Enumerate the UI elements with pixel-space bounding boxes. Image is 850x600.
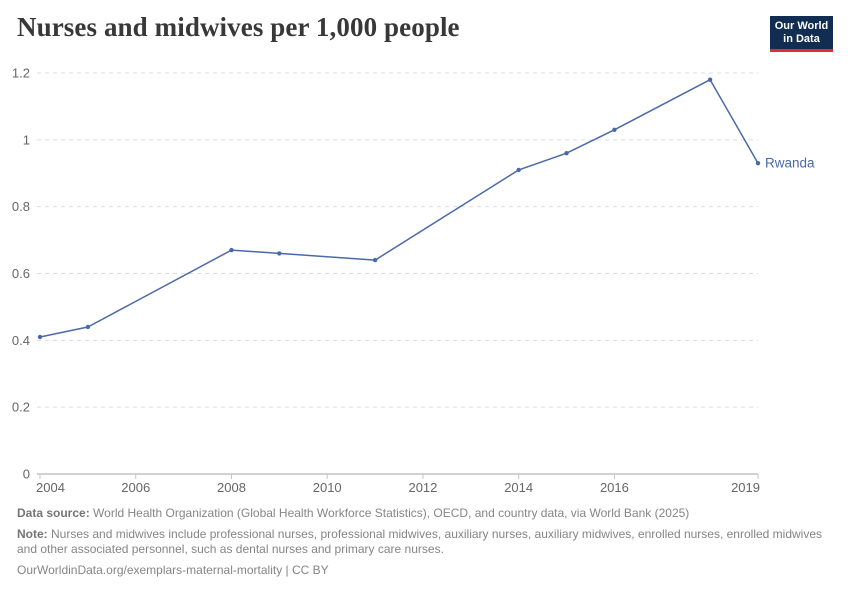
data-point[interactable] xyxy=(37,334,43,340)
y-axis-tick-label: 1.2 xyxy=(12,66,30,81)
origin-url[interactable]: OurWorldinData.org/exemplars-maternal-mo… xyxy=(17,562,329,577)
x-axis-tick-label: 2014 xyxy=(504,480,533,495)
x-axis-tick-label: 2008 xyxy=(217,480,246,495)
note-text: Nurses and midwives include professional… xyxy=(17,526,823,557)
owid-logo-red-bar xyxy=(770,49,833,53)
series-line-rwanda[interactable] xyxy=(39,78,759,338)
note-label: Note: xyxy=(17,526,48,541)
y-axis-tick-label: 0.8 xyxy=(12,199,30,214)
data-source-line: Data source: World Health Organization (… xyxy=(17,506,830,522)
data-point[interactable] xyxy=(229,247,234,253)
x-axis-tick-label: 2010 xyxy=(313,480,342,495)
data-point[interactable] xyxy=(755,161,761,166)
y-axis-tick-label: 1 xyxy=(23,132,30,147)
y-axis-tick-label: 0.4 xyxy=(12,333,30,348)
chart-footer: Data source: World Health Organization (… xyxy=(17,506,830,583)
owid-logo-line2: in Data xyxy=(783,33,820,46)
owid-logo-box: Our World in Data xyxy=(770,16,833,50)
line-chart: 0 0.2 0.4 0.6 0.8 1 1.2 2004 2006 2008 2010 2012 201… xyxy=(12,66,815,496)
data-point[interactable] xyxy=(516,167,521,173)
data-point[interactable] xyxy=(564,151,569,156)
data-source-text: World Health Organization (Global Health… xyxy=(93,506,690,520)
series-end-label: Rwanda xyxy=(765,156,815,171)
chart-title: Nurses and midwives per 1,000 people xyxy=(17,12,460,42)
note-line: Note: Nurses and midwives include profes… xyxy=(17,527,830,558)
data-point[interactable] xyxy=(372,257,378,263)
y-axis-tick-label: 0.6 xyxy=(12,266,30,281)
data-point[interactable] xyxy=(612,127,617,132)
owid-logo[interactable]: Our World in Data xyxy=(770,16,833,53)
x-axis-tick-label: 2006 xyxy=(121,480,150,495)
data-point[interactable] xyxy=(707,77,713,82)
y-axis-tick-label: 0.2 xyxy=(12,400,30,415)
x-axis-tick-label: 2012 xyxy=(408,480,437,495)
owid-logo-line1: Our World xyxy=(774,20,829,32)
x-axis-tick-label: 2019 xyxy=(731,480,760,495)
y-axis-tick-label: 0 xyxy=(23,467,30,482)
data-point[interactable] xyxy=(85,324,91,330)
data-source-label: Data source: xyxy=(17,506,90,520)
x-axis-tick-label: 2016 xyxy=(600,480,629,495)
x-axis-tick-label: 2004 xyxy=(36,480,65,495)
data-point[interactable] xyxy=(277,251,282,256)
